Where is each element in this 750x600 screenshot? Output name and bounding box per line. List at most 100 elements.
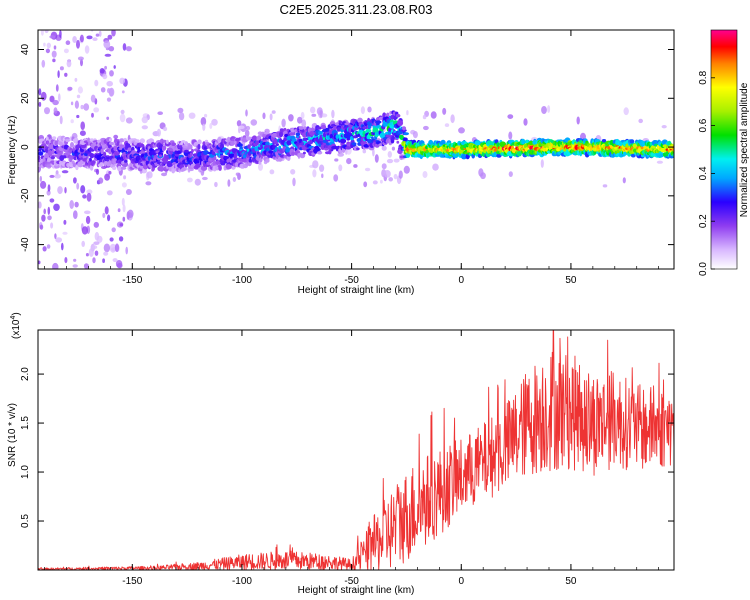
- spectrogram-cell: [95, 33, 100, 37]
- colorbar-scale: [711, 30, 737, 269]
- spectrogram-cell: [39, 224, 44, 230]
- spectrogram-cell: [104, 53, 112, 57]
- spectrogram-cell: [387, 151, 392, 158]
- spectrogram-cell: [232, 177, 237, 182]
- spectrogram-cell: [214, 181, 218, 188]
- spectrogram-cell: [102, 258, 105, 264]
- spectrogram-cell: [388, 177, 394, 182]
- snr-series-line: [38, 330, 674, 570]
- spectrogram-cell: [540, 159, 544, 168]
- figure-title: C2E5.2025.311.23.08.R03: [280, 2, 433, 17]
- spectrogram-cell: [55, 237, 63, 243]
- spectrogram-cell: [353, 164, 358, 168]
- snr-y-axis: 0.5 1.0 1.5 2.0: [20, 367, 674, 528]
- colorbar-ticks: 0.0 0.2 0.4 0.6 0.8: [698, 70, 715, 276]
- spectrogram-ylabel: Frequency (Hz): [7, 116, 18, 185]
- spectrogram-cell: [156, 128, 161, 137]
- spectrogram-ridge-cell: [197, 139, 202, 145]
- spectrogram-ridge-cell: [75, 164, 79, 171]
- spectrogram-ridge-cell: [109, 141, 114, 146]
- spectrogram-cell: [346, 158, 352, 165]
- spectrogram-ridge-cell: [351, 142, 357, 146]
- spectrogram-ridge-cell: [316, 126, 322, 130]
- spectrogram-ridge-cell: [629, 139, 635, 144]
- spectrogram-cell: [51, 50, 57, 58]
- spectrogram-cell: [64, 72, 68, 77]
- spectrogram-cell: [83, 103, 90, 111]
- spectrogram-cell: [113, 65, 116, 69]
- spectrogram-ridge-cell: [191, 148, 194, 153]
- spectrogram-ridge-cell: [147, 155, 151, 162]
- spectrogram-cell: [67, 86, 73, 91]
- spectrogram-ridge-cell: [496, 153, 502, 158]
- spectrogram-ridge-cell: [70, 142, 74, 148]
- spectrogram-cell: [106, 190, 113, 196]
- spectrogram-cell: [57, 70, 60, 78]
- spectrogram-cell: [69, 200, 74, 209]
- spectrogram-ridge-cell: [241, 158, 248, 163]
- spectrogram-ridge-cell: [618, 148, 623, 152]
- spectrogram-cell: [70, 119, 74, 124]
- spectrogram-ridge-cell: [672, 153, 674, 158]
- spectrogram-cell: [121, 90, 125, 94]
- snr-panel: -150 -100 -50 0 50 0.5 1.0 1.5 2.0 Height of st…: [7, 312, 675, 596]
- spectrogram-cell: [311, 113, 317, 117]
- spectrogram-cell: [297, 116, 303, 124]
- spectrogram-ridge-cell: [496, 142, 500, 147]
- spectrogram-cell: [119, 113, 126, 123]
- spectrogram-cell: [52, 262, 59, 269]
- spectrogram-cell: [50, 222, 54, 229]
- spectrogram-cell: [94, 231, 100, 241]
- spectrogram-cell: [58, 93, 61, 102]
- spectrogram-cell: [84, 23, 87, 28]
- y-tick-label: 40: [20, 44, 31, 56]
- spectrogram-ridge-cell: [117, 165, 122, 172]
- spectrogram-ridge-cell: [89, 153, 95, 159]
- spectrogram-cell: [61, 170, 69, 174]
- spectrogram-cell: [333, 174, 339, 182]
- spectrogram-cell: [42, 246, 47, 252]
- spectrogram-cell: [38, 88, 42, 96]
- spectrogram-cell: [73, 258, 77, 262]
- spectrogram-cell: [393, 173, 398, 180]
- spectrogram-ridge-cell: [386, 112, 390, 117]
- spectrogram-cell: [44, 30, 49, 34]
- spectrogram-cell: [334, 158, 339, 162]
- spectrogram-cell: [74, 100, 79, 109]
- spectrogram-cell: [319, 110, 323, 118]
- spectrogram-cell: [74, 201, 79, 208]
- spectrogram-cell: [391, 146, 395, 151]
- spectrogram-cell: [204, 113, 208, 118]
- spectrogram-ridge-cell: [379, 132, 386, 139]
- spectrogram-cell: [47, 215, 52, 221]
- spectrogram-ridge-cell: [47, 150, 53, 156]
- spectrogram-ridge-cell: [286, 140, 292, 146]
- spectrogram-cell: [57, 186, 63, 195]
- spectrogram-cell: [108, 87, 115, 97]
- spectrogram-ridge-cell: [334, 138, 339, 143]
- spectrogram-ridge-cell: [166, 162, 173, 168]
- spectrogram-cells: [38, 23, 674, 269]
- spectrogram-cell: [81, 240, 85, 247]
- spectrogram-cell: [547, 105, 551, 113]
- spectrogram-cell: [77, 86, 83, 94]
- spectrogram-cell: [86, 192, 92, 202]
- spectrogram-ridge-cell: [357, 133, 361, 137]
- spectrogram-cell: [127, 209, 134, 218]
- spectrogram-cell: [76, 39, 80, 49]
- spectrogram-cell: [93, 241, 100, 245]
- spectrogram-ridge-cell: [345, 146, 352, 150]
- spectrogram-cell: [623, 107, 629, 116]
- spectrogram-cell: [384, 170, 391, 178]
- spectrogram-cell: [386, 158, 394, 164]
- spectrogram-cell: [49, 174, 55, 178]
- spectrogram-ridge-cell: [119, 138, 125, 143]
- spectrogram-cell: [125, 46, 132, 52]
- spectrogram-cell: [177, 107, 184, 114]
- spectrogram-ridge-cell: [251, 135, 258, 141]
- spectrogram-cell: [269, 113, 273, 121]
- colorbar-frame: [710, 29, 738, 270]
- spectrogram-cell: [145, 181, 152, 186]
- spectrogram-ridge-cell: [87, 160, 91, 166]
- spectrogram-cell: [422, 114, 427, 120]
